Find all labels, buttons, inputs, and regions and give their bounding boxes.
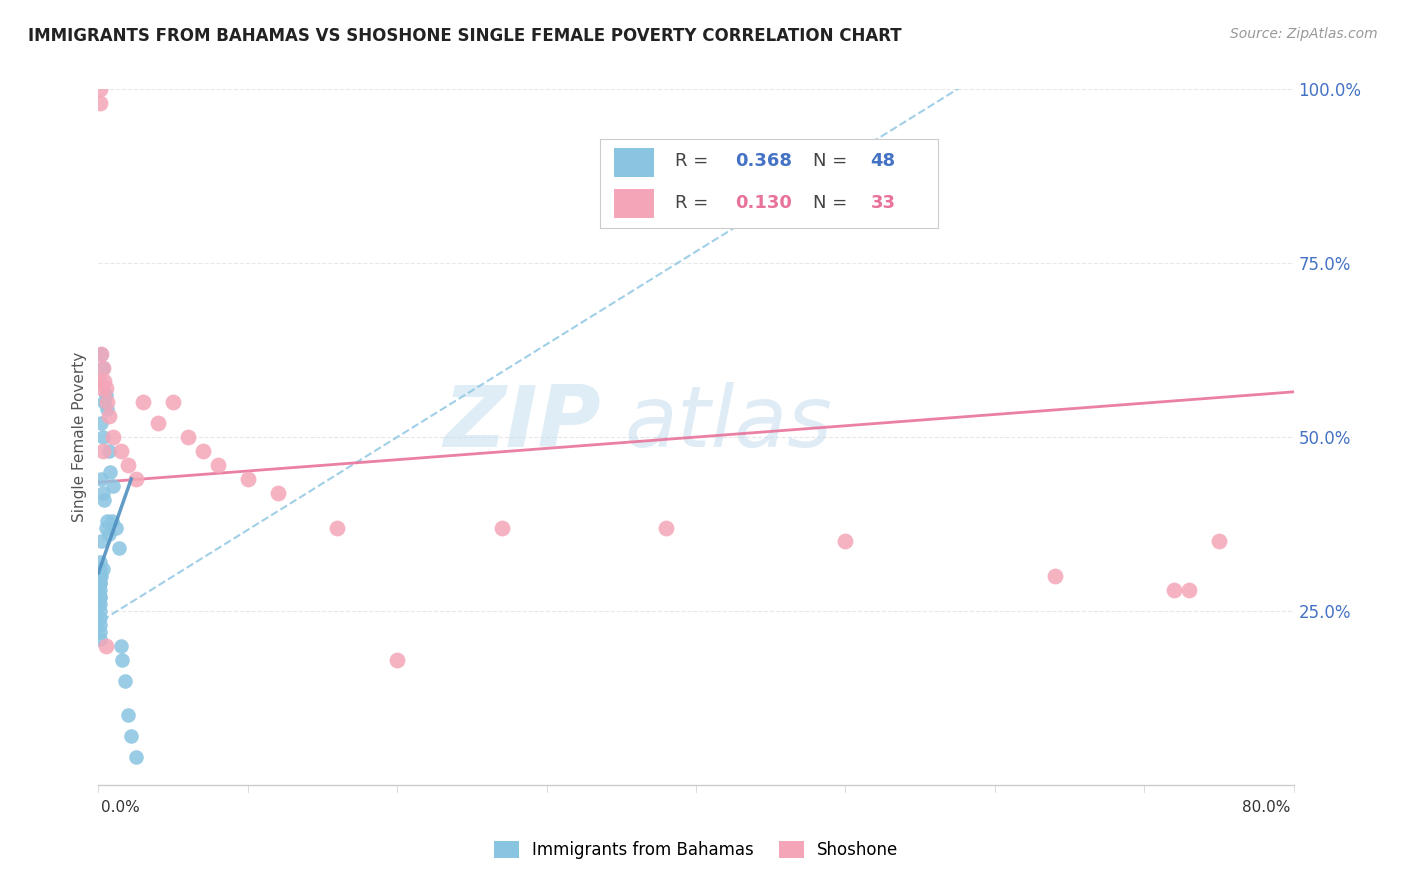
- Point: [267, 485, 290, 500]
- Point: [97, 444, 120, 458]
- Point: [89, 82, 111, 96]
- Point: [101, 514, 124, 528]
- Point: [94, 388, 117, 402]
- Text: 80.0%: 80.0%: [1243, 800, 1291, 814]
- Point: [89, 576, 111, 591]
- Text: 33: 33: [870, 194, 896, 212]
- Point: [132, 395, 155, 409]
- Point: [111, 653, 134, 667]
- Point: [94, 520, 117, 534]
- Point: [236, 472, 259, 486]
- Point: [90, 472, 112, 486]
- Point: [97, 527, 120, 541]
- Point: [87, 583, 110, 598]
- Point: [90, 381, 112, 395]
- Bar: [614, 189, 654, 218]
- Point: [834, 534, 856, 549]
- Point: [125, 472, 148, 486]
- Point: [1178, 583, 1201, 598]
- Text: N =: N =: [813, 194, 853, 212]
- Point: [655, 520, 678, 534]
- Point: [89, 618, 111, 632]
- Point: [125, 750, 148, 764]
- Point: [207, 458, 229, 472]
- Point: [94, 639, 117, 653]
- Point: [89, 96, 111, 111]
- Text: R =: R =: [675, 194, 714, 212]
- Point: [103, 430, 125, 444]
- Point: [89, 590, 111, 604]
- Point: [491, 520, 513, 534]
- Point: [148, 416, 170, 430]
- Text: N =: N =: [813, 153, 853, 170]
- Point: [94, 381, 117, 395]
- Point: [89, 583, 111, 598]
- Point: [87, 576, 110, 591]
- Point: [108, 541, 131, 556]
- Point: [87, 590, 110, 604]
- Point: [96, 514, 118, 528]
- Point: [89, 576, 111, 591]
- Point: [89, 375, 111, 389]
- Text: 48: 48: [870, 153, 896, 170]
- Point: [96, 395, 118, 409]
- Point: [90, 346, 112, 360]
- Bar: [614, 148, 654, 177]
- Point: [1043, 569, 1066, 583]
- Point: [91, 430, 114, 444]
- Point: [177, 430, 200, 444]
- Point: [89, 569, 111, 583]
- Point: [89, 597, 111, 611]
- Text: R =: R =: [675, 153, 714, 170]
- Point: [96, 402, 118, 417]
- Text: atlas: atlas: [624, 382, 832, 465]
- Point: [1163, 583, 1185, 598]
- Point: [89, 604, 111, 618]
- Point: [89, 611, 111, 625]
- Text: 0.130: 0.130: [735, 194, 792, 212]
- Point: [117, 458, 139, 472]
- Point: [89, 624, 111, 639]
- Point: [110, 639, 132, 653]
- Point: [89, 632, 111, 646]
- Text: 0.0%: 0.0%: [101, 800, 141, 814]
- Point: [114, 673, 136, 688]
- Text: 0.368: 0.368: [735, 153, 793, 170]
- Point: [91, 485, 114, 500]
- Point: [120, 729, 142, 743]
- Point: [90, 534, 112, 549]
- Point: [326, 520, 349, 534]
- Point: [90, 416, 112, 430]
- Y-axis label: Single Female Poverty: Single Female Poverty: [72, 352, 87, 522]
- Point: [117, 708, 139, 723]
- Point: [93, 492, 115, 507]
- Point: [91, 360, 114, 375]
- Legend: Immigrants from Bahamas, Shoshone: Immigrants from Bahamas, Shoshone: [485, 832, 907, 867]
- Point: [91, 360, 114, 375]
- Point: [93, 375, 115, 389]
- Point: [110, 444, 132, 458]
- Point: [89, 555, 111, 569]
- Point: [1208, 534, 1230, 549]
- Point: [91, 562, 114, 576]
- Point: [105, 520, 128, 534]
- Point: [90, 569, 112, 583]
- Point: [89, 590, 111, 604]
- Point: [385, 653, 409, 667]
- Point: [89, 569, 111, 583]
- Point: [98, 465, 122, 479]
- Point: [97, 409, 120, 424]
- Point: [90, 346, 112, 360]
- Point: [191, 444, 214, 458]
- Point: [103, 479, 125, 493]
- Point: [91, 444, 114, 458]
- Point: [87, 569, 110, 583]
- Point: [162, 395, 184, 409]
- Text: IMMIGRANTS FROM BAHAMAS VS SHOSHONE SINGLE FEMALE POVERTY CORRELATION CHART: IMMIGRANTS FROM BAHAMAS VS SHOSHONE SING…: [28, 27, 901, 45]
- Text: Source: ZipAtlas.com: Source: ZipAtlas.com: [1230, 27, 1378, 41]
- Point: [87, 597, 110, 611]
- Text: ZIP: ZIP: [443, 382, 600, 465]
- Point: [93, 395, 115, 409]
- Point: [89, 562, 111, 576]
